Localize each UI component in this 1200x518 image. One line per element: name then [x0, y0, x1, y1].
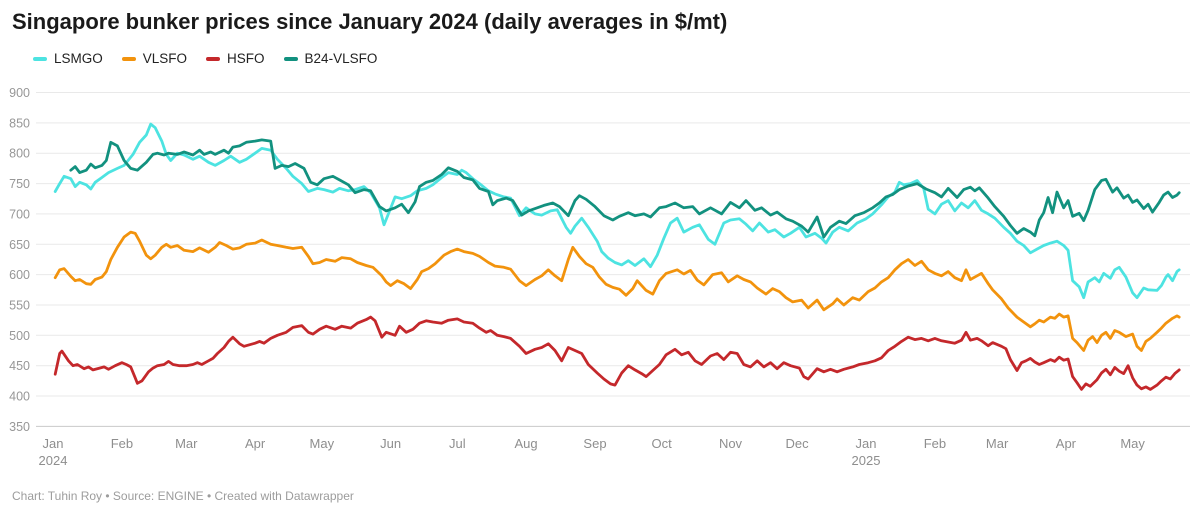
- legend-swatch-icon: [33, 56, 47, 61]
- y-tick-label: 550: [9, 299, 30, 313]
- x-tick-label: Aug: [515, 436, 538, 451]
- y-tick-label: 800: [9, 147, 30, 161]
- legend-item-hsfo: HSFO: [206, 51, 265, 66]
- y-tick-label: 500: [9, 329, 30, 343]
- legend-item-b24-vlsfo: B24-VLSFO: [283, 51, 378, 66]
- legend-item-vlsfo: VLSFO: [121, 51, 188, 66]
- x-tick-label: Sep: [583, 436, 606, 451]
- legend-swatch-icon: [283, 56, 298, 61]
- series-line-vlsfo: [53, 230, 1181, 352]
- y-tick-label: 850: [9, 116, 30, 130]
- x-tick-label: Jan: [856, 436, 877, 451]
- legend-label: HSFO: [227, 51, 265, 66]
- x-tick-label: May: [1120, 436, 1145, 451]
- series-line-hsfo: [53, 315, 1181, 391]
- x-tick-year-label: 2024: [39, 453, 68, 468]
- x-tick-label: Jan: [43, 436, 64, 451]
- y-tick-label: 650: [9, 238, 30, 252]
- legend-label: B24-VLSFO: [304, 51, 378, 66]
- x-tick-label: May: [310, 436, 335, 451]
- x-tick-label: Feb: [111, 436, 133, 451]
- series-line-lsmgo: [53, 122, 1181, 300]
- y-tick-label: 600: [9, 268, 30, 282]
- x-tick-year-label: 2025: [852, 453, 881, 468]
- y-tick-label: 750: [9, 177, 30, 191]
- series-line-b24-vlsfo: [69, 138, 1181, 239]
- y-tick-label: 350: [9, 420, 30, 434]
- attribution-footer: Chart: Tuhin Roy • Source: ENGINE • Crea…: [12, 489, 354, 503]
- x-tick-label: Mar: [986, 436, 1009, 451]
- x-tick-label: Nov: [719, 436, 743, 451]
- legend-label: LSMGO: [54, 51, 103, 66]
- legend-swatch-icon: [206, 56, 221, 61]
- y-tick-label: 400: [9, 390, 30, 404]
- x-tick-label: Mar: [175, 436, 198, 451]
- x-tick-label: Dec: [786, 436, 810, 451]
- x-tick-label: Jul: [449, 436, 466, 451]
- x-tick-label: Jun: [380, 436, 401, 451]
- y-tick-label: 900: [9, 86, 30, 100]
- legend-swatch-icon: [121, 56, 136, 61]
- page-title: Singapore bunker prices since January 20…: [12, 9, 728, 34]
- x-tick-label: Feb: [924, 436, 946, 451]
- legend-label: VLSFO: [142, 51, 188, 66]
- x-tick-label: Apr: [1056, 436, 1077, 451]
- y-tick-label: 700: [9, 207, 30, 221]
- x-tick-label: Apr: [245, 436, 266, 451]
- y-tick-label: 450: [9, 359, 30, 373]
- legend-item-lsmgo: LSMGO: [33, 51, 103, 66]
- price-chart: 900 850 800 750 700 650 600 550 500 450 400 350 Jan 2…: [9, 86, 1190, 468]
- legend: LSMGO VLSFO HSFO B24-VLSFO: [33, 51, 377, 66]
- x-tick-label: Oct: [651, 436, 672, 451]
